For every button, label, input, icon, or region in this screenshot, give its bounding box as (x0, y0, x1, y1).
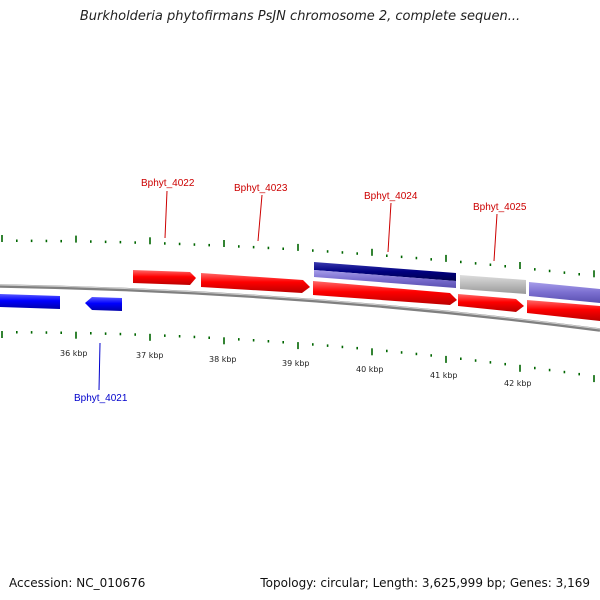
backbone-line (0, 284, 600, 332)
gene-purple-2[interactable] (529, 282, 600, 303)
gene-bphyt-4023[interactable] (201, 273, 310, 293)
scale-label-36: 36 kbp (60, 349, 88, 358)
gene-label-bphyt-4025[interactable]: Bphyt_4025 (473, 202, 527, 213)
scale-label-38: 38 kbp (209, 355, 237, 364)
gene-label-bphyt-4022[interactable]: Bphyt_4022 (141, 178, 195, 189)
accession-text: Accession: NC_010676 (9, 576, 146, 590)
map-title: Burkholderia phytofirmans PsJN chromosom… (79, 9, 521, 24)
scale-label-40: 40 kbp (356, 365, 384, 374)
gene-forward-next[interactable] (527, 300, 600, 321)
scale-label-42: 42 kbp (504, 379, 532, 388)
gene-bphyt-4024[interactable] (313, 281, 457, 305)
leader-lines (98, 190, 498, 391)
gene-label-bphyt-4023[interactable]: Bphyt_4023 (234, 183, 288, 194)
gene-bphyt-4021[interactable] (85, 297, 122, 311)
backbone-highlight (0, 284, 600, 330)
sequence-summary: Topology: circular; Length: 3,625,999 bp… (260, 576, 590, 590)
gene-purple-1[interactable] (314, 270, 456, 288)
gene-reverse-left[interactable] (0, 294, 60, 309)
scale-label-39: 39 kbp (282, 359, 310, 368)
tick-row-top (1, 235, 595, 278)
gene-gray[interactable] (460, 275, 526, 294)
gene-label-bphyt-4024[interactable]: Bphyt_4024 (364, 191, 418, 202)
gene-bphyt-4025[interactable] (458, 294, 524, 312)
gene-bphyt-4022[interactable] (133, 270, 196, 285)
gene-label-bphyt-4021[interactable]: Bphyt_4021 (74, 393, 128, 404)
gene-dark-blue[interactable] (314, 262, 456, 281)
scale-label-37: 37 kbp (136, 351, 164, 360)
scale-label-41: 41 kbp (430, 371, 458, 380)
tick-row-bottom (1, 331, 595, 383)
